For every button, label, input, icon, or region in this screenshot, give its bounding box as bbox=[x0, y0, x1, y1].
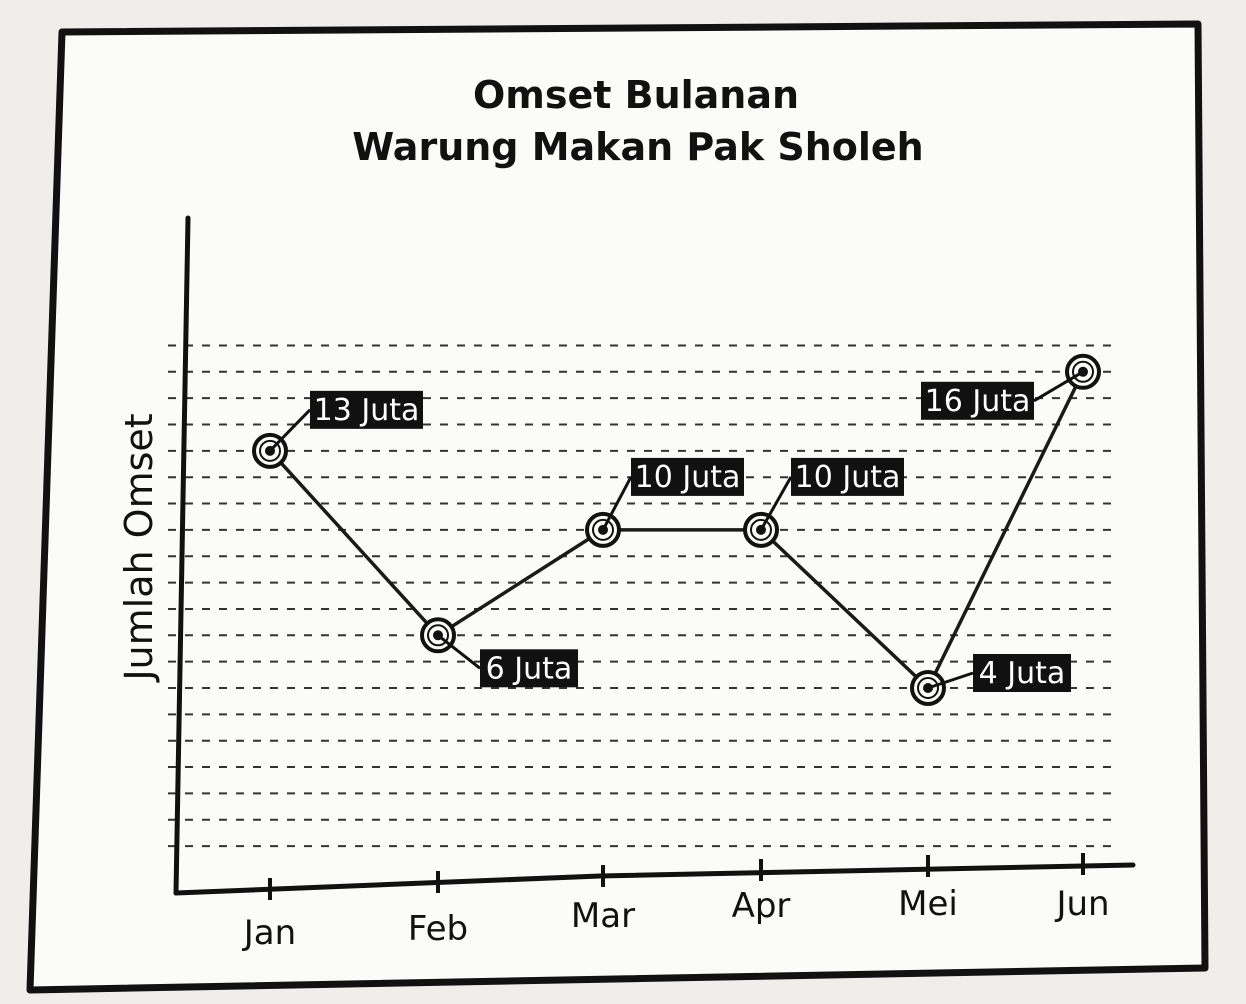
x-tick-label: Jan bbox=[242, 913, 296, 953]
y-axis-label: Jumlah Omset bbox=[117, 413, 161, 682]
x-tick-label: Apr bbox=[732, 886, 791, 926]
data-label: 4 Juta bbox=[927, 654, 1071, 692]
x-tick-label: Feb bbox=[408, 909, 468, 949]
data-label: 16 Juta bbox=[921, 370, 1084, 420]
series-line bbox=[268, 371, 1085, 690]
series-line-path bbox=[268, 371, 1085, 690]
x-axis-ticks: Jan Feb Mar Apr Mei Jun bbox=[242, 853, 1110, 953]
x-tick-label: Mar bbox=[571, 896, 635, 936]
data-label: 10 Juta bbox=[759, 457, 904, 531]
y-axis bbox=[173, 215, 191, 896]
chart-title-line-2: Warung Makan Pak Sholeh bbox=[352, 125, 923, 169]
svg-text:6 Juta: 6 Juta bbox=[486, 651, 573, 686]
data-label: 10 Juta bbox=[601, 457, 744, 531]
chart-frame bbox=[26, 20, 1209, 994]
chart-title-line-1: Omset Bulanan bbox=[473, 73, 799, 117]
x-tick-label: Jun bbox=[1054, 884, 1109, 924]
x-axis bbox=[173, 862, 1136, 896]
data-label: 13 Juta bbox=[268, 390, 423, 452]
svg-text:10 Juta: 10 Juta bbox=[635, 460, 741, 495]
data-labels: 13 Juta 6 Juta 10 Juta 10 Juta 4 Juta 16 Juta bbox=[268, 370, 1084, 692]
data-label: 6 Juta bbox=[437, 634, 578, 688]
x-tick-label: Mei bbox=[898, 884, 958, 924]
svg-text:4 Juta: 4 Juta bbox=[979, 656, 1066, 691]
svg-text:10 Juta: 10 Juta bbox=[795, 460, 901, 495]
svg-text:16 Juta: 16 Juta bbox=[925, 384, 1031, 419]
svg-text:13 Juta: 13 Juta bbox=[314, 393, 420, 428]
